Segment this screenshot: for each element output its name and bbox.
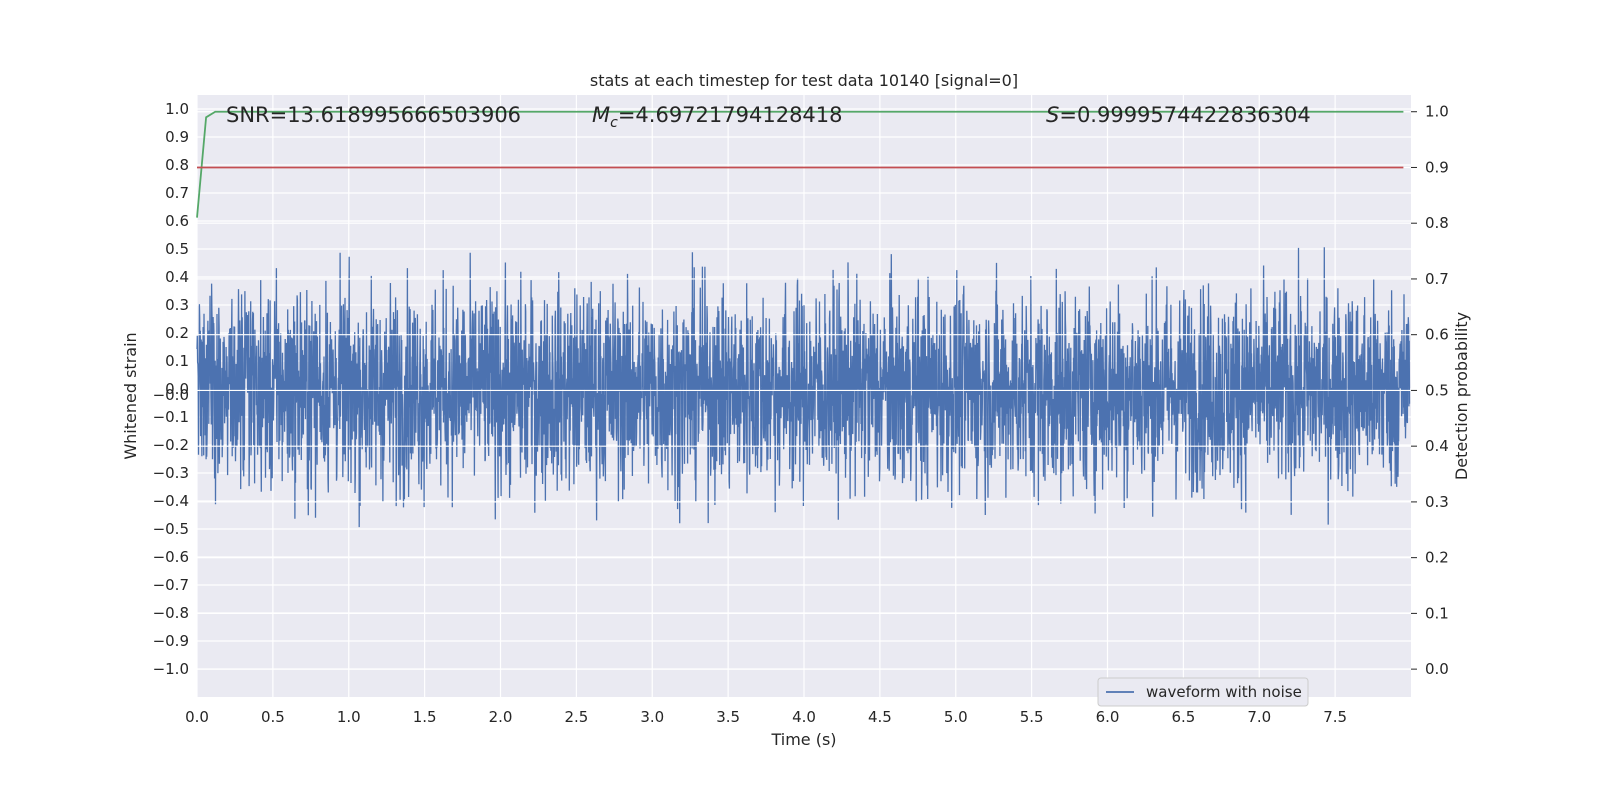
chirp-mass-annotation: Mc=4.69721794128418	[592, 103, 843, 131]
legend: waveform with noise	[1097, 677, 1309, 707]
y-right-tick-label: 0.9	[1425, 158, 1449, 176]
y-axis-left-label: Whitened strain	[121, 332, 140, 459]
y-left-tick-label: −1.0	[153, 660, 189, 678]
x-axis-ticks: 0.0 0.5 1.0 1.5 2.0 2.5 3.0 3.5 4.0 4.5 5.0 5.5 6.0 6…	[185, 708, 1347, 726]
y-right-tick-label: 0.7	[1425, 270, 1449, 288]
legend-box	[1097, 677, 1309, 707]
x-tick-label: 6.5	[1171, 708, 1195, 726]
y-left-tick-label: 0.2	[165, 324, 189, 342]
y-axis-right-label: Detection probability	[1452, 312, 1471, 480]
y-left-tick-label: 0.8	[165, 156, 189, 174]
legend-label-waveform: waveform with noise	[1146, 683, 1302, 701]
x-tick-label: 1.0	[337, 708, 361, 726]
y-left-tick-label: 0.9	[165, 128, 189, 146]
y-left-tick-label: 0.3	[165, 296, 189, 314]
y-right-tick-label: 1.0	[1425, 103, 1449, 121]
x-tick-label: 0.0	[185, 708, 209, 726]
grid-right	[197, 111, 1411, 670]
x-tick-label: 5.5	[1020, 708, 1044, 726]
y-right-tick-label: 0.1	[1425, 604, 1449, 622]
y-axis-right-ticks: 1.0 0.9 0.8 0.7 0.6 0.5 0.4 0.3 0.2 0.1 0.0	[1411, 103, 1449, 678]
x-tick-label: 5.0	[944, 708, 968, 726]
y-left-tick-label: 1.0	[165, 100, 189, 118]
x-tick-label: 4.5	[868, 708, 892, 726]
y-left-tick-label: −0.1	[153, 408, 189, 426]
mc-value: =4.69721794128418	[618, 103, 843, 127]
x-tick-label: 4.0	[792, 708, 816, 726]
y-left-tick-label: 0.1	[165, 352, 189, 370]
waveform-trace	[196, 247, 1411, 528]
y-left-tick-label: 0.0	[165, 380, 189, 398]
x-tick-label: 1.5	[413, 708, 437, 726]
x-tick-label: 7.5	[1323, 708, 1347, 726]
mc-subscript: c	[610, 115, 618, 131]
y-left-tick-label: 0.7	[165, 184, 189, 202]
y-left-tick-label: −0.0	[153, 386, 189, 404]
x-tick-label: 3.0	[640, 708, 664, 726]
x-tick-label: 0.5	[261, 708, 285, 726]
y-left-tick-label: −0.2	[153, 436, 189, 454]
y-left-tick-label: −0.5	[153, 520, 189, 538]
x-tick-label: 2.5	[564, 708, 588, 726]
snr-annotation: SNR=13.618995666503906	[226, 103, 521, 127]
x-tick-label: 3.5	[716, 708, 740, 726]
y-left-tick-label: 0.5	[165, 240, 189, 258]
waveform-series	[196, 247, 1411, 528]
mc-symbol: M	[592, 103, 610, 127]
y-right-tick-label: 0.6	[1425, 326, 1449, 344]
y-left-tick-label: 0.4	[165, 268, 189, 286]
x-tick-label: 2.0	[489, 708, 513, 726]
y-left-tick-label: 0.6	[165, 212, 189, 230]
y-left-tick-label: −0.7	[153, 576, 189, 594]
s-annotation: S=0.9999574422836304	[1046, 103, 1311, 127]
chart-title: stats at each timestep for test data 101…	[590, 71, 1018, 90]
y-axis-left-ticks: 1.0 0.9 0.8 0.7 0.6 0.5 0.4 0.3 0.2 0.1 0.0−0.0 −0.…	[153, 100, 189, 678]
y-left-tick-label: −0.9	[153, 632, 189, 650]
y-right-tick-label: 0.2	[1425, 549, 1449, 567]
y-right-tick-label: 0.5	[1425, 381, 1449, 399]
s-value: =0.9999574422836304	[1059, 103, 1310, 127]
y-right-tick-label: 0.0	[1425, 660, 1449, 678]
y-right-tick-label: 0.4	[1425, 437, 1449, 455]
y-left-tick-label: −0.3	[153, 464, 189, 482]
y-right-tick-label: 0.3	[1425, 493, 1449, 511]
y-right-tick-label: 0.8	[1425, 214, 1449, 232]
x-tick-label: 6.0	[1096, 708, 1120, 726]
s-symbol: S	[1046, 103, 1059, 127]
y-left-tick-label: −0.4	[153, 492, 189, 510]
x-tick-label: 7.0	[1247, 708, 1271, 726]
x-axis-label: Time (s)	[770, 730, 836, 749]
y-left-tick-label: −0.6	[153, 548, 189, 566]
y-left-tick-label: −0.8	[153, 604, 189, 622]
